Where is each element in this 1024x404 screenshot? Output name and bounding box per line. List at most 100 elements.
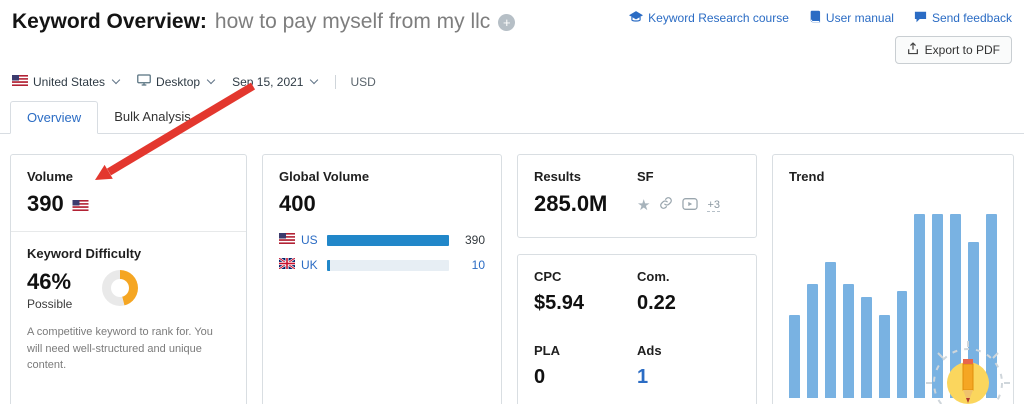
ads-value[interactable]: 1	[637, 366, 649, 388]
trend-bar	[896, 291, 908, 398]
keyword-difficulty-title: Keyword Difficulty	[27, 246, 142, 261]
trend-bar	[932, 214, 944, 398]
trend-bar	[842, 283, 854, 398]
kd-donut	[102, 270, 139, 306]
trend-bar	[824, 261, 836, 398]
trend-title: Trend	[789, 169, 825, 184]
card-divider	[11, 231, 246, 232]
course-icon	[629, 10, 644, 26]
chevron-down-icon	[111, 75, 121, 85]
volume-bar-fill	[327, 234, 449, 246]
global-volume-card: Global Volume 400 US 390 UK	[262, 154, 502, 404]
volume-title: Volume	[27, 169, 73, 184]
trend-bar	[968, 241, 980, 398]
trend-card: Trend	[772, 154, 1014, 404]
device-selector[interactable]: Desktop	[137, 74, 216, 89]
us-flag-icon	[72, 191, 89, 217]
send-feedback-link[interactable]: Send feedback	[914, 11, 1012, 26]
volume-card: Volume 390 Keyword Difficulty 46% Possib…	[10, 154, 247, 404]
global-volume-value: 400	[279, 191, 316, 216]
cpc-block: CPC $5.94	[534, 269, 637, 315]
us-flag-icon	[279, 233, 295, 247]
global-volume-row-us: US 390	[279, 233, 485, 247]
keyword-research-course-link[interactable]: Keyword Research course	[629, 10, 789, 26]
competition-block: Com. 0.22	[637, 269, 740, 315]
volume-row-value: 390	[464, 233, 485, 247]
user-manual-link[interactable]: User manual	[809, 10, 894, 26]
results-block: Results 285.0M	[534, 169, 637, 217]
volume-bar-fill	[327, 259, 331, 271]
pla-block: PLA 0	[534, 343, 637, 389]
competition-label: Com.	[637, 269, 670, 284]
trend-bar	[986, 214, 998, 398]
date-selector-label: Sep 15, 2021	[232, 74, 304, 89]
volume-bar-track	[327, 234, 449, 246]
add-keyword-icon[interactable]: +	[498, 13, 516, 31]
filter-bar: United States Desktop Sep 15, 2021 USD	[0, 64, 1024, 89]
ads-block: Ads 1	[637, 343, 740, 389]
export-button-label: Export to PDF	[924, 43, 1000, 57]
us-flag-icon	[12, 74, 28, 89]
global-volume-rows: US 390 UK 10	[278, 233, 485, 272]
results-value: 285.0M	[534, 191, 608, 216]
date-selector[interactable]: Sep 15, 2021	[232, 74, 319, 89]
country-selector-label: United States	[33, 74, 106, 89]
volume-value: 390	[27, 191, 64, 216]
serp-features-block: SF ★ +3	[637, 169, 740, 217]
chevron-down-icon	[310, 75, 319, 85]
trend-bar	[806, 283, 818, 398]
trend-bars	[789, 214, 998, 398]
competition-value: 0.22	[637, 292, 676, 314]
volume-bar-track	[327, 259, 449, 271]
device-selector-label: Desktop	[156, 74, 201, 89]
country-link-uk[interactable]: UK	[301, 258, 318, 272]
cpc-value: $5.94	[534, 292, 585, 314]
desktop-icon	[137, 74, 151, 89]
page-title-keyword: how to pay myself from my llc	[214, 10, 491, 33]
global-volume-title: Global Volume	[279, 169, 370, 184]
results-metrics-column: Results 285.0M SF ★	[517, 154, 757, 404]
page-title-label: Keyword Overview:	[12, 10, 207, 33]
pencil-illustration	[925, 340, 1011, 404]
sf-title: SF	[637, 169, 654, 184]
feedback-icon	[914, 11, 927, 26]
sf-more-link[interactable]: +3	[707, 199, 720, 212]
tab-bar: Overview Bulk Analysis	[0, 101, 1024, 134]
trend-bar	[860, 296, 872, 398]
trend-bar	[789, 315, 800, 398]
overview-cards: Volume 390 Keyword Difficulty 46% Possib…	[0, 134, 1024, 404]
kd-value-block: 46% Possible	[27, 265, 72, 311]
currency-label: USD	[350, 74, 376, 89]
header-links: Keyword Research course User manual Send…	[629, 10, 1012, 26]
course-link-label: Keyword Research course	[648, 11, 789, 25]
tab-overview[interactable]: Overview	[10, 101, 99, 134]
user-manual-link-label: User manual	[825, 11, 894, 25]
export-icon	[907, 42, 919, 58]
results-card: Results 285.0M SF ★	[517, 154, 757, 238]
filter-divider	[335, 74, 337, 89]
kd-description: A competitive keyword to rank for. You w…	[27, 326, 213, 371]
cpc-label: CPC	[534, 269, 562, 284]
trend-bar	[914, 214, 926, 398]
uk-flag-icon	[278, 257, 296, 272]
pla-label: PLA	[534, 343, 560, 358]
chevron-down-icon	[206, 75, 216, 85]
kd-value: 46%	[27, 269, 72, 294]
export-to-pdf-button[interactable]: Export to PDF	[894, 36, 1012, 64]
kd-possible-label: Possible	[27, 297, 73, 311]
volume-row-value: 10	[471, 258, 485, 272]
link-icon	[659, 196, 673, 215]
country-link-us[interactable]: US	[301, 233, 318, 247]
user-manual-icon	[809, 10, 821, 26]
top-bar: Keyword Overview: how to pay myself from…	[0, 0, 1024, 64]
ads-label: Ads	[637, 343, 662, 358]
page-title: Keyword Overview: how to pay myself from…	[12, 10, 516, 34]
results-title: Results	[534, 169, 581, 184]
global-volume-row-uk: UK 10	[278, 257, 485, 272]
header-actions: Keyword Research course User manual Send…	[629, 10, 1012, 64]
tab-bulk-analysis[interactable]: Bulk Analysis	[114, 109, 191, 124]
pla-value: 0	[534, 366, 546, 388]
country-selector[interactable]: United States	[12, 74, 121, 89]
trend-bar	[878, 315, 890, 398]
